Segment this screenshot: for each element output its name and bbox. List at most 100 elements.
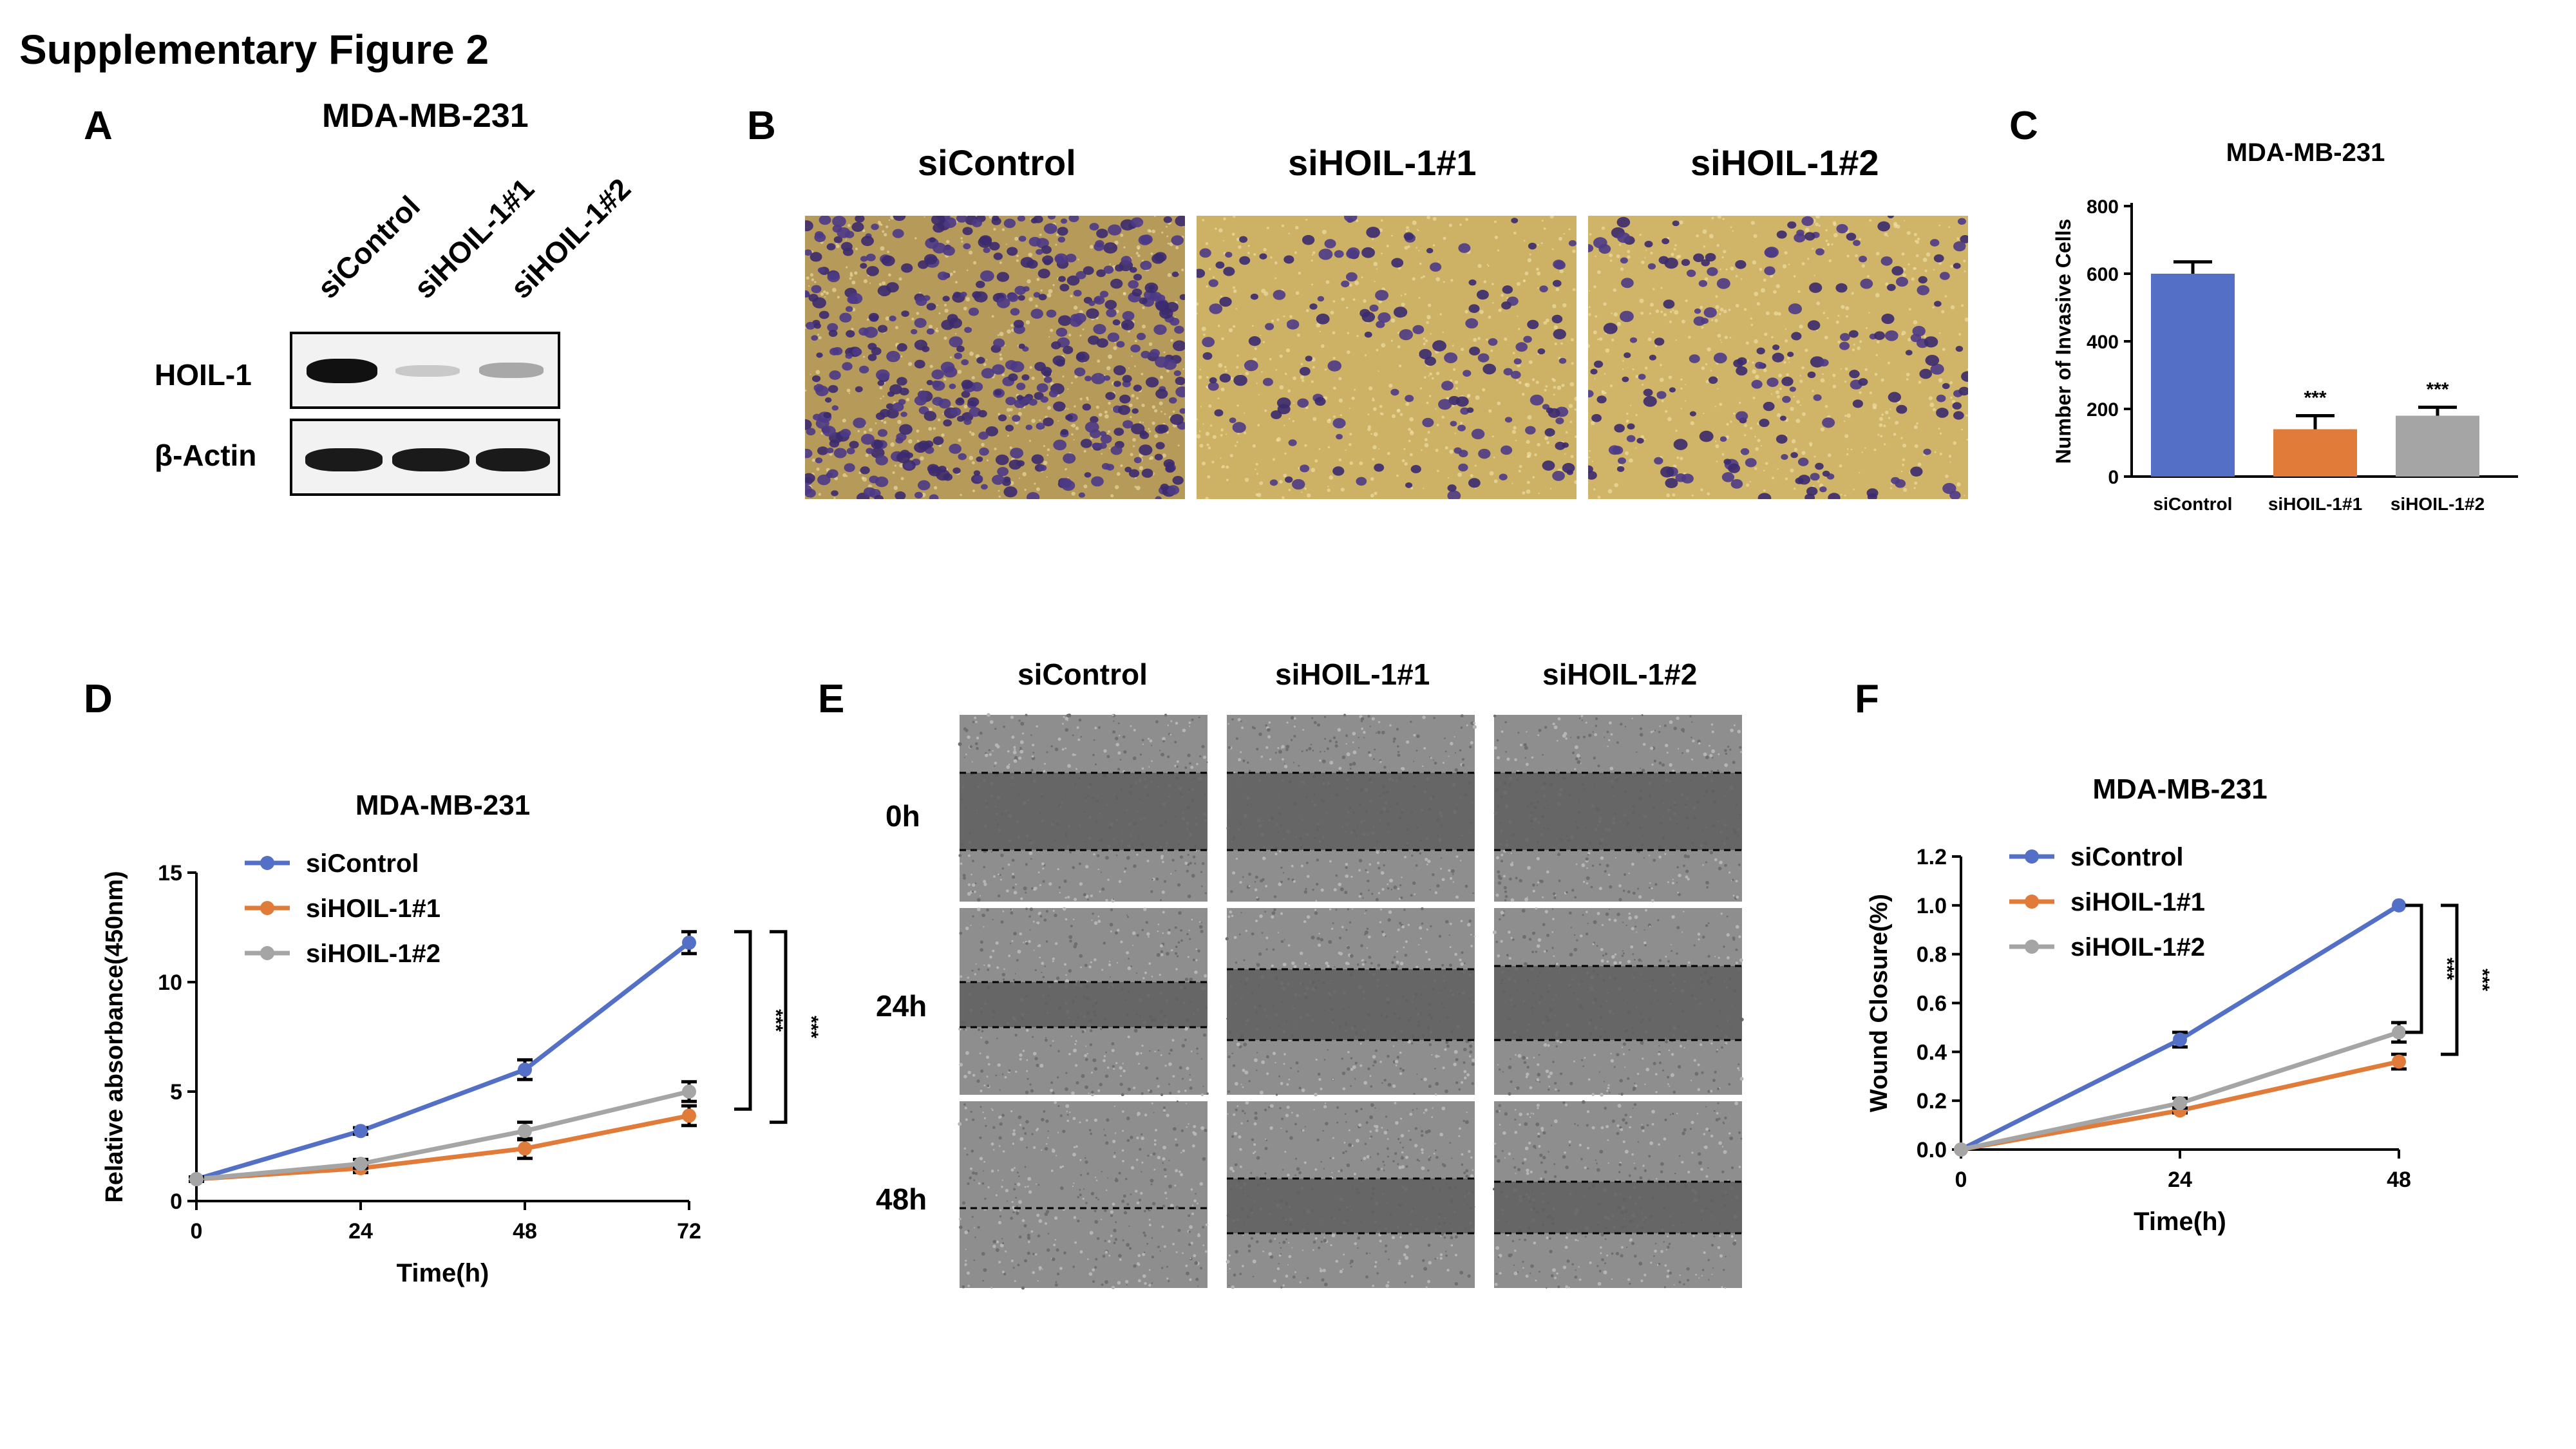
stained-cell <box>1028 236 1041 247</box>
stained-cell <box>1772 344 1780 350</box>
cell-texture <box>1347 1050 1350 1054</box>
cell-texture <box>989 955 992 959</box>
membrane-pore <box>1916 422 1918 425</box>
stained-cell <box>1140 260 1152 270</box>
stained-cell <box>815 457 823 464</box>
cell-texture <box>1160 944 1164 948</box>
stained-cell <box>1912 326 1926 337</box>
membrane-pore <box>818 493 822 496</box>
cell-texture <box>1115 854 1118 857</box>
membrane-pore <box>1475 488 1477 489</box>
membrane-pore <box>824 296 826 298</box>
membrane-pore <box>1287 389 1291 393</box>
cell-texture <box>1229 910 1233 914</box>
membrane-pore <box>1721 453 1725 456</box>
membrane-pore <box>1685 299 1688 303</box>
cell-texture <box>1644 1083 1646 1085</box>
significance-mark: *** <box>765 1009 786 1032</box>
cell-texture <box>1399 922 1402 925</box>
cell-texture <box>1553 955 1555 958</box>
cell-texture <box>1157 930 1159 933</box>
cell-texture <box>1234 1081 1238 1086</box>
membrane-pore <box>1367 425 1372 429</box>
cell-texture <box>1697 933 1701 936</box>
stained-cell <box>826 447 834 453</box>
membrane-pore <box>1861 451 1863 453</box>
cell-texture <box>969 745 972 748</box>
cell-texture <box>1701 935 1705 939</box>
membrane-pore <box>1728 308 1731 312</box>
membrane-pore <box>1312 251 1316 254</box>
cell-texture <box>1714 956 1716 958</box>
cell-texture <box>1151 878 1153 881</box>
stained-cell <box>1048 390 1058 397</box>
cell-texture <box>1452 881 1455 883</box>
membrane-pore <box>1915 240 1920 244</box>
cell-texture <box>1723 945 1725 948</box>
stained-cell <box>1669 387 1676 393</box>
cell-texture <box>1363 730 1366 734</box>
membrane-pore <box>1702 229 1707 234</box>
x-tick-label: siControl <box>2154 494 2233 514</box>
stained-cell <box>931 369 944 380</box>
membrane-pore <box>1929 402 1935 408</box>
membrane-pore <box>936 327 938 330</box>
cell-texture <box>1167 724 1170 726</box>
cell-texture <box>1117 722 1120 724</box>
membrane-pore <box>1283 473 1287 478</box>
series-line <box>196 941 691 1182</box>
stained-cell <box>1675 473 1687 482</box>
membrane-pore <box>1108 447 1110 450</box>
cell-texture <box>1553 725 1558 730</box>
cell-texture <box>1133 1086 1136 1090</box>
stained-cell <box>956 397 964 403</box>
stained-cell <box>1124 466 1132 473</box>
stained-cell <box>933 436 944 446</box>
membrane-pore <box>1782 264 1787 269</box>
membrane-pore <box>1279 385 1284 390</box>
cell-texture <box>1537 1063 1540 1066</box>
membrane-pore <box>815 370 820 375</box>
cell-texture <box>1258 952 1262 956</box>
stained-cell <box>899 388 909 396</box>
membrane-pore <box>1740 278 1743 280</box>
micrograph-background <box>1197 216 1577 499</box>
stained-cell <box>1840 333 1850 341</box>
cell-texture <box>1119 734 1121 737</box>
cell-texture <box>1115 737 1119 741</box>
cell-texture <box>974 891 976 893</box>
stained-cell <box>1033 292 1041 298</box>
cell-texture <box>1442 1066 1445 1070</box>
stained-cell <box>1065 414 1074 421</box>
cell-texture <box>1709 753 1713 757</box>
cell-texture <box>980 940 983 944</box>
stained-cell <box>1093 324 1106 335</box>
cell-texture <box>1200 871 1203 873</box>
cell-texture <box>1074 753 1076 756</box>
cell-texture <box>1148 766 1150 768</box>
cell-texture <box>1662 763 1665 767</box>
membrane-pore <box>1354 388 1356 391</box>
cell-texture <box>987 964 991 968</box>
cell-texture <box>1036 725 1039 728</box>
cell-texture <box>1170 720 1173 723</box>
membrane-pore <box>1537 243 1539 246</box>
cell-texture <box>1001 972 1006 977</box>
membrane-pore <box>1732 230 1734 232</box>
membrane-pore <box>1562 303 1567 308</box>
membrane-pore <box>1404 293 1406 296</box>
stained-cell <box>886 403 894 410</box>
cell-texture <box>1632 953 1634 955</box>
membrane-pore <box>1516 379 1519 382</box>
membrane-pore <box>890 442 895 447</box>
membrane-pore <box>1201 327 1206 332</box>
membrane-pore <box>1537 442 1540 447</box>
stained-cell <box>956 216 967 223</box>
cell-texture <box>1097 915 1100 918</box>
cell-texture <box>1537 1072 1541 1077</box>
cell-texture <box>1578 717 1581 719</box>
stained-cell <box>1030 218 1038 223</box>
cell-texture <box>974 716 977 719</box>
stained-cell <box>1043 370 1052 377</box>
cell-texture <box>1112 898 1115 900</box>
